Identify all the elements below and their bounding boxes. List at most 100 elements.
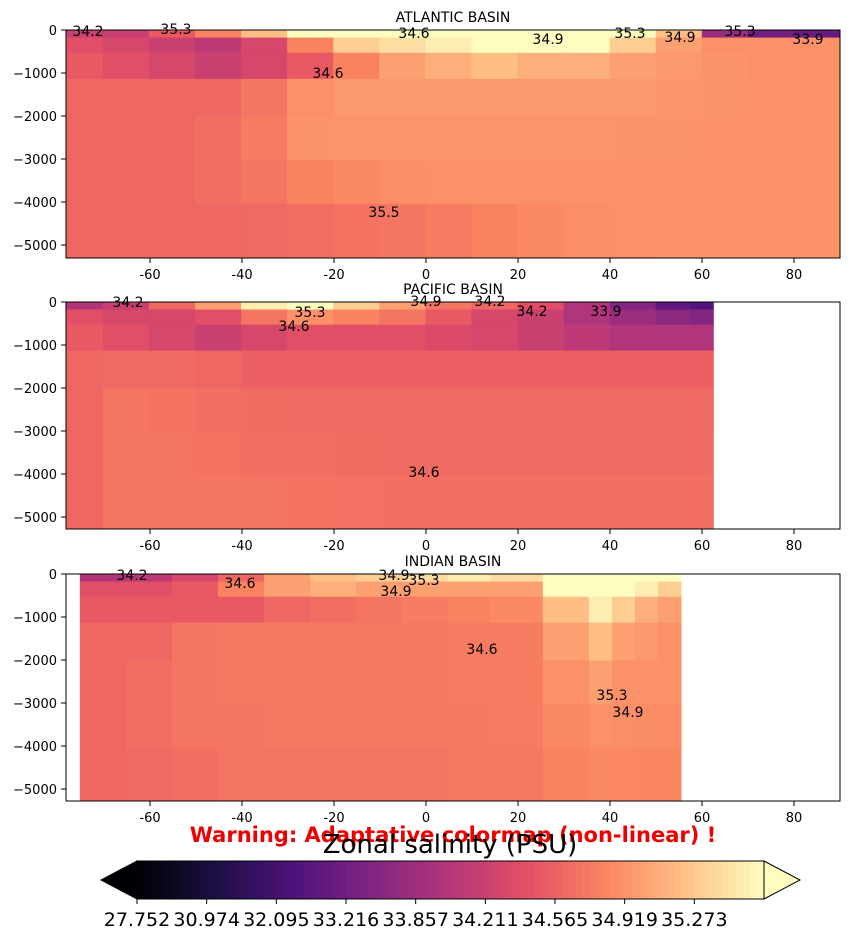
contour-label: 34.9 xyxy=(664,30,695,46)
colorbar-tick-label: 34.919 xyxy=(591,909,657,931)
colorbar-segment xyxy=(276,861,284,899)
salinity-cell xyxy=(102,474,150,530)
y-tick-label: −4000 xyxy=(13,740,57,755)
salinity-cell xyxy=(102,324,150,352)
salinity-cell xyxy=(563,160,611,205)
salinity-cell xyxy=(793,37,841,54)
salinity-cell xyxy=(287,78,334,118)
panel-atlantic-basin: ATLANTIC BASIN -60 -40 -20 0 20 40 60 80 0 −1000 −2… xyxy=(13,10,841,283)
salinity-cell xyxy=(471,203,518,259)
x-tick-label: -40 xyxy=(231,811,252,826)
salinity-cell xyxy=(471,37,518,54)
salinity-cell xyxy=(588,660,613,705)
colorbar-segment xyxy=(596,861,605,899)
y-tick-label: −5000 xyxy=(13,239,57,254)
salinity-cell xyxy=(655,37,703,54)
salinity-cell xyxy=(517,388,565,433)
colorbar-segment xyxy=(701,861,709,899)
salinity-cell xyxy=(658,660,682,705)
salinity-cell xyxy=(563,116,611,161)
colorbar-segment xyxy=(359,861,368,899)
salinity-cell xyxy=(287,203,334,259)
salinity-cell xyxy=(125,596,173,624)
salinity-cell xyxy=(171,746,219,802)
colorbar-segment xyxy=(248,861,257,899)
x-tick-label: 0 xyxy=(422,539,430,554)
colorbar-segment xyxy=(506,861,514,899)
salinity-cell xyxy=(333,474,380,530)
salinity-cell xyxy=(690,350,714,389)
y-tick-label: −1000 xyxy=(13,611,57,626)
salinity-cell xyxy=(658,574,682,583)
salinity-cell xyxy=(634,660,659,705)
salinity-cell xyxy=(489,660,544,705)
salinity-cell xyxy=(287,37,334,54)
salinity-cell xyxy=(471,78,518,118)
colorbar-segment xyxy=(143,861,152,899)
y-tick-label: −2000 xyxy=(13,654,57,669)
y-tick-label: −2000 xyxy=(13,382,57,397)
salinity-cell xyxy=(333,431,380,476)
salinity-cell xyxy=(195,302,242,311)
salinity-cell xyxy=(195,37,242,54)
colorbar-segment xyxy=(408,861,417,899)
salinity-cell xyxy=(634,596,659,624)
salinity-cell xyxy=(609,474,657,530)
salinity-cell xyxy=(125,746,173,802)
salinity-cell xyxy=(310,746,357,802)
colorbar-segment xyxy=(283,861,291,899)
salinity-cell xyxy=(425,78,472,118)
y-tick-label: 0 xyxy=(49,24,57,39)
colorbar-segment xyxy=(520,861,528,899)
salinity-cell xyxy=(609,350,657,389)
salinity-cell xyxy=(448,703,491,748)
salinity-cell xyxy=(356,660,403,705)
axes-frame xyxy=(65,301,841,530)
colorbar-segment xyxy=(436,861,445,899)
salinity-cell xyxy=(66,52,104,80)
salinity-cell xyxy=(148,309,196,326)
salinity-cell xyxy=(66,37,104,54)
salinity-cell xyxy=(333,324,380,352)
salinity-cell xyxy=(125,622,173,661)
salinity-cell xyxy=(379,474,426,530)
colorbar-segment xyxy=(304,861,312,899)
salinity-cell xyxy=(241,203,288,259)
colorbar-segment xyxy=(346,861,354,899)
salinity-cell xyxy=(471,324,518,352)
colorbar-segment xyxy=(638,861,647,899)
x-tick-label: 20 xyxy=(510,539,527,554)
colorbar-segment xyxy=(401,861,410,899)
salinity-cell xyxy=(517,116,565,161)
salinity-cell xyxy=(471,116,518,161)
colorbar-tick-label: 30.974 xyxy=(173,909,239,931)
colorbar-segment xyxy=(339,861,347,899)
salinity-cell xyxy=(563,388,611,433)
salinity-cell xyxy=(287,30,334,39)
salinity-cell xyxy=(356,703,403,748)
salinity-cell xyxy=(241,324,288,352)
salinity-cell xyxy=(171,596,219,624)
salinity-cell xyxy=(148,160,196,205)
salinity-cell xyxy=(690,431,714,476)
salinity-cell xyxy=(333,116,380,161)
salinity-cell xyxy=(102,350,150,389)
salinity-cell xyxy=(609,37,657,54)
salinity-cell xyxy=(634,574,659,583)
salinity-cell xyxy=(471,350,518,389)
salinity-cell xyxy=(690,309,714,326)
colorbar-segment xyxy=(290,861,298,899)
salinity-cell xyxy=(655,116,703,161)
salinity-cell xyxy=(655,474,691,530)
salinity-cell xyxy=(102,388,150,433)
colorbar-tick-label: 33.216 xyxy=(313,909,379,931)
salinity-cell xyxy=(563,474,611,530)
salinity-cell xyxy=(310,703,357,748)
salinity-cell xyxy=(611,660,636,705)
salinity-cell xyxy=(563,37,611,54)
salinity-cell xyxy=(102,30,150,39)
salinity-cell xyxy=(609,302,657,311)
salinity-cell xyxy=(448,596,491,624)
colorbar-segment xyxy=(150,861,159,899)
